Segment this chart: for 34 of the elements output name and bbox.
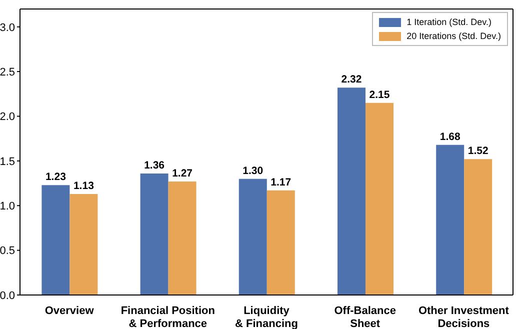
x-tick-label: Financial Position & Performance [120, 305, 216, 329]
data-label: 1.30 [242, 164, 264, 177]
data-label: 1.52 [468, 145, 488, 158]
bar [42, 185, 70, 295]
bar [337, 88, 366, 295]
data-label: 2.15 [369, 88, 390, 101]
y-tick-label: 3.0 [0, 22, 15, 34]
data-label: 1.68 [440, 130, 460, 143]
bar [168, 181, 196, 295]
x-tick-label: Overview [44, 305, 94, 317]
bar [70, 194, 98, 295]
bar [436, 144, 464, 295]
data-label: 1.23 [45, 171, 66, 184]
y-tick-label: 1.0 [0, 200, 15, 213]
x-tick-label: Other Investment Decisions [418, 305, 510, 329]
bar [238, 178, 267, 295]
x-tick-label: Off-Balance Sheet [334, 305, 396, 329]
data-label: 1.17 [270, 176, 292, 188]
x-tick-label: Liquidity & Financing [235, 305, 298, 329]
bar [464, 159, 492, 295]
data-label: 1.13 [73, 180, 94, 192]
bar [140, 173, 168, 295]
bar [365, 102, 394, 295]
y-tick-label: 2.5 [0, 66, 15, 78]
legend-label: 20 Iterations (Std. Dev.) [406, 30, 501, 43]
y-tick-label: 0.5 [0, 245, 15, 258]
data-label: 1.36 [144, 159, 165, 172]
y-tick-label: 0.0 [0, 290, 15, 302]
data-label: 1.27 [172, 167, 193, 180]
y-tick-label: 1.5 [0, 156, 15, 168]
bar [266, 190, 295, 295]
data-label: 2.32 [341, 74, 362, 86]
y-tick-label: 2.0 [0, 111, 15, 124]
legend-label: 1 Iteration (Std. Dev.) [406, 16, 492, 29]
